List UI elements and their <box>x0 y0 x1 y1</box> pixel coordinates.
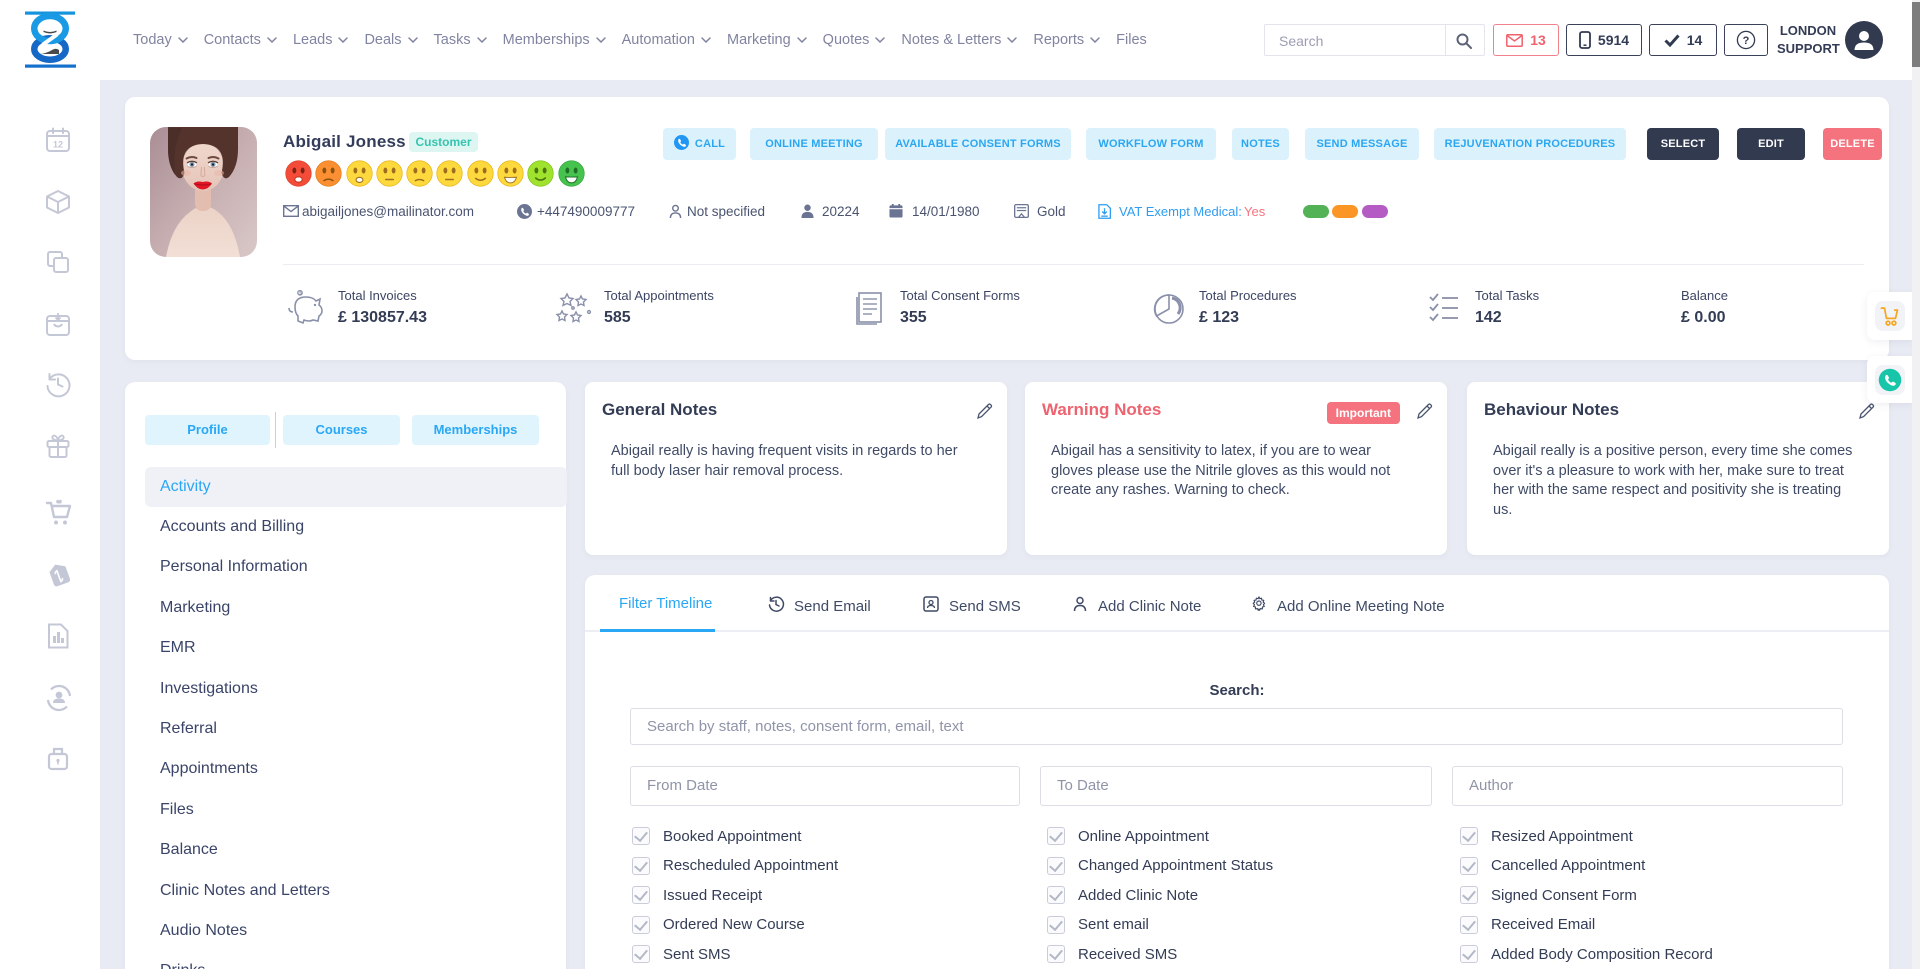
svg-text:12: 12 <box>53 140 63 150</box>
svg-text:$: $ <box>299 291 302 297</box>
svg-text:?: ? <box>1743 35 1750 47</box>
